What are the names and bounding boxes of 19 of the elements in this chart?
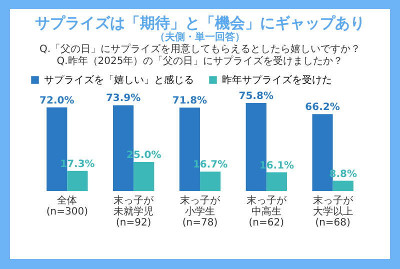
x-tick-label: 全体(n=300) <box>46 194 88 218</box>
data-label: 71.8% <box>172 96 208 107</box>
chart-subtitle: （夫側・単一回答） <box>154 32 246 44</box>
text: Q.「父の日」にサプライズを用意してもらえるとしたら嬉しいですか？ <box>38 44 362 56</box>
x-tick-label: 末っ子が中高生(n=62) <box>246 194 288 228</box>
data-label: 73.9% <box>106 93 141 104</box>
bar <box>266 172 287 191</box>
x-tick-label: 末っ子が小学生(n=78) <box>180 194 221 228</box>
bar <box>332 180 354 191</box>
x-tick-label: 末っ子が未就学児(n=92) <box>114 194 155 228</box>
bar <box>67 170 88 191</box>
bar <box>200 172 221 191</box>
data-label: 75.8% <box>238 91 274 102</box>
x-tick-label: 末っ子が大学以上(n=68) <box>312 194 354 228</box>
data-label: 72.0% <box>40 95 74 106</box>
text: Q.昨年（2025年）の「父の日」にサプライズを受けましたか？ <box>56 56 344 68</box>
chart-title: サプライズは「期待」と「機会」にギャップあり <box>34 14 366 32</box>
data-label: 66.2% <box>305 102 340 114</box>
bar <box>134 162 154 191</box>
